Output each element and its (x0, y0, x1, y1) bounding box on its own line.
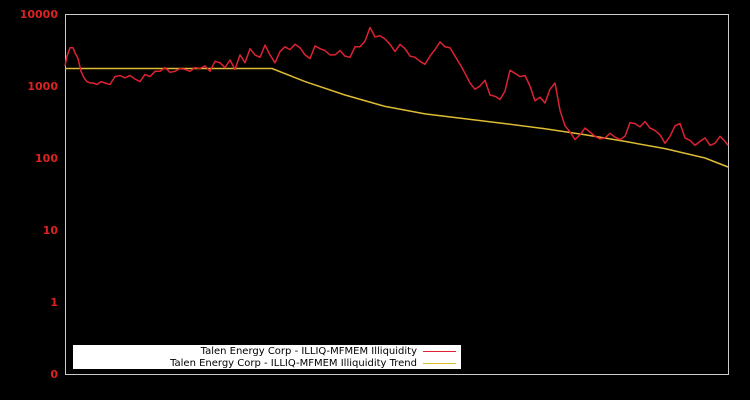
trend-line (65, 67, 729, 168)
legend-item-trend: Talen Energy Corp - ILLIQ-MFMEM Illiquid… (170, 357, 461, 369)
legend-swatch-red (423, 350, 456, 352)
y-tick-label-0: 0 (50, 368, 58, 381)
y-tick-label-10000: 10000 (19, 8, 58, 21)
legend: Talen Energy Corp - ILLIQ-MFMEM Illiquid… (73, 345, 461, 369)
y-tick-label-10: 10 (42, 224, 58, 237)
legend-item-illiquidity: Talen Energy Corp - ILLIQ-MFMEM Illiquid… (201, 345, 461, 357)
legend-label: Talen Energy Corp - ILLIQ-MFMEM Illiquid… (200, 345, 417, 357)
plot-frame (65, 14, 729, 375)
y-tick-label-1: 1 (50, 296, 58, 309)
series-layer (64, 26, 729, 168)
legend-swatch-yellow (423, 362, 456, 364)
y-tick-label-100: 100 (35, 152, 58, 165)
legend-label: Talen Energy Corp - ILLIQ-MFMEM Illiquid… (170, 357, 417, 369)
illiquidity-line (64, 26, 729, 147)
y-tick-label-1000: 1000 (27, 80, 58, 93)
